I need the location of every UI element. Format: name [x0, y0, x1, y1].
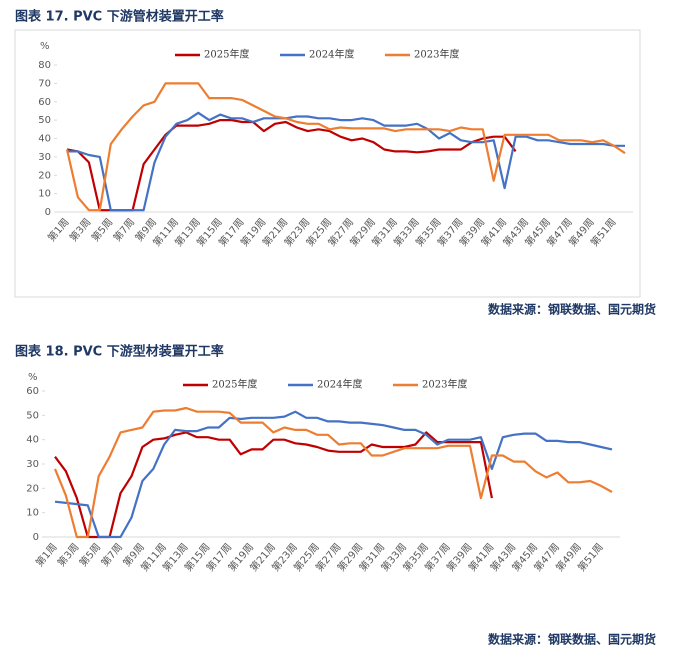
legend-label: 2023年度 [414, 48, 459, 61]
y-tick-label: 30 [38, 152, 51, 163]
series-line [66, 119, 517, 212]
source-note: 数据来源：钢联数据、国元期货 [488, 302, 656, 317]
legend-label: 2023年度 [422, 378, 467, 391]
y-tick-label: 50 [38, 115, 51, 126]
legend-label: 2025年度 [204, 48, 249, 61]
y-tick-label: 0 [45, 207, 51, 218]
y-tick-label: 0 [33, 532, 39, 543]
y-tick-label: 20 [26, 483, 39, 494]
x-tick-label: 第1周 [33, 541, 60, 570]
y-tick-label: 10 [26, 508, 39, 519]
legend-label: 2025年度 [212, 378, 257, 391]
figure-caption: 图表 17. PVC 下游管材装置开工率 [15, 9, 224, 25]
series-line [67, 111, 625, 212]
y-tick-label: 20 [38, 170, 51, 181]
y-tick-label: 80 [38, 60, 51, 71]
y-tick-label: 60 [26, 386, 39, 397]
figure-caption: 图表 18. PVC 下游型材装置开工率 [15, 344, 224, 360]
x-tick-label: 第3周 [55, 541, 82, 570]
series-line [54, 410, 613, 539]
y-tick-label: 30 [26, 459, 39, 470]
series-line [54, 431, 493, 539]
y-tick-label: 60 [38, 97, 51, 108]
x-tick-label: 第5周 [88, 216, 115, 245]
y-tick-label: 40 [38, 134, 51, 145]
y-tick-label: 40 [26, 435, 39, 446]
source-note: 数据来源：钢联数据、国元期货 [488, 632, 656, 647]
legend-label: 2024年度 [309, 48, 354, 61]
y-unit: % [40, 41, 50, 52]
x-tick-label: 第7周 [110, 216, 137, 245]
series-line [53, 406, 613, 539]
chart-frame [14, 29, 641, 298]
x-tick-label: 第5周 [76, 541, 103, 570]
y-tick-label: 50 [26, 410, 39, 421]
x-tick-label: 第3周 [67, 216, 94, 245]
series-line [65, 82, 626, 212]
y-unit: % [28, 372, 38, 383]
y-tick-label: 70 [38, 78, 51, 89]
x-tick-label: 第7周 [98, 541, 125, 570]
x-tick-label: 第1周 [45, 216, 72, 245]
legend-label: 2024年度 [317, 378, 362, 391]
y-tick-label: 10 [38, 189, 51, 200]
